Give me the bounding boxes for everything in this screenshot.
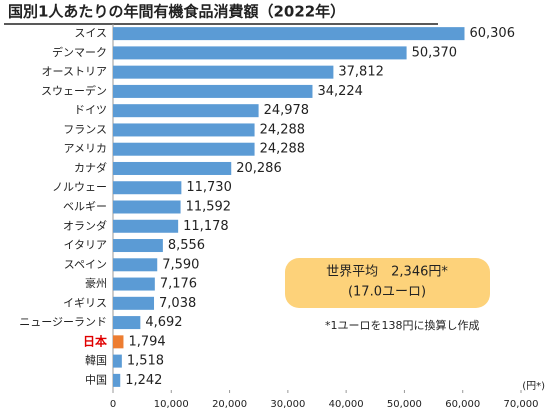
annotation-box	[285, 258, 490, 308]
y-tick-label: アメリカ	[64, 142, 107, 155]
bar	[113, 104, 259, 118]
value-label: 20,286	[236, 161, 282, 176]
value-label: 50,370	[412, 45, 458, 60]
value-label: 37,812	[338, 65, 384, 80]
annotation-text: (17.0ユーロ)	[348, 285, 426, 300]
y-tick-label: 中国	[85, 373, 107, 386]
y-tick-label: 豪州	[85, 276, 107, 290]
bar	[113, 277, 155, 291]
y-tick-label: オランダ	[63, 218, 107, 232]
x-tick-label: 20,000	[212, 399, 247, 410]
y-tick-label: カナダ	[74, 160, 107, 174]
value-label: 24,288	[260, 122, 306, 137]
y-tick-label: フランス	[63, 123, 107, 136]
bar	[113, 200, 181, 214]
value-label: 7,176	[160, 277, 197, 292]
value-label: 7,038	[159, 296, 196, 311]
y-tick-label: イギリス	[63, 296, 107, 309]
value-label: 1,794	[128, 334, 165, 349]
bar	[113, 84, 313, 98]
bar	[113, 258, 158, 272]
value-label: 11,730	[186, 180, 232, 195]
unit-label: (円*)	[522, 381, 545, 392]
chart-title: 国別1人あたりの年間有機食品消費額（2022年）	[8, 3, 345, 21]
value-label: 34,224	[317, 84, 363, 99]
bar	[113, 123, 255, 137]
bar	[113, 296, 155, 310]
x-tick-label: 10,000	[154, 399, 189, 410]
bar	[113, 161, 232, 175]
x-tick-label: 0	[110, 399, 116, 410]
y-tick-label: ドイツ	[74, 104, 107, 117]
y-tick-label: ベルギー	[63, 200, 107, 213]
value-label: 1,242	[125, 373, 162, 388]
y-tick-label: 日本	[83, 333, 107, 348]
value-label: 1,518	[127, 354, 164, 369]
note: *1ユーロを138円に換算し作成	[325, 318, 480, 332]
bar	[113, 46, 407, 60]
value-label: 11,592	[186, 200, 232, 215]
x-tick-label: 30,000	[270, 399, 305, 410]
bar	[113, 65, 334, 79]
bar	[113, 219, 179, 233]
x-tick-label: 60,000	[445, 399, 480, 410]
bar	[113, 373, 121, 387]
value-label: 60,306	[469, 26, 514, 41]
y-tick-label: オーストリア	[42, 65, 107, 78]
y-tick-label: スイス	[74, 27, 107, 40]
value-label: 4,692	[145, 315, 182, 330]
value-label: 11,178	[183, 219, 229, 234]
value-label: 24,288	[260, 142, 306, 157]
y-tick-label: ニュージーランド	[19, 316, 107, 329]
annotation-text: 世界平均 2,346円*	[326, 265, 448, 280]
bar	[113, 239, 163, 253]
bar	[113, 335, 124, 349]
x-tick-label: 50,000	[387, 399, 422, 410]
y-tick-label: ノルウェー	[52, 181, 107, 194]
y-tick-label: デンマーク	[52, 45, 107, 59]
value-label: 7,590	[162, 257, 199, 272]
x-tick-label: 70,000	[504, 399, 539, 410]
y-tick-label: 韓国	[85, 354, 107, 367]
y-tick-label: スペイン	[64, 258, 107, 271]
bar	[113, 354, 122, 368]
bar	[113, 142, 255, 156]
x-tick-label: 40,000	[329, 399, 364, 410]
value-label: 8,556	[168, 238, 205, 253]
bar	[113, 181, 182, 195]
y-tick-label: イタリア	[63, 239, 107, 252]
value-label: 24,978	[264, 103, 310, 118]
bar	[113, 27, 465, 41]
bar	[113, 316, 141, 330]
y-tick-label: スウェーデン	[41, 83, 107, 97]
